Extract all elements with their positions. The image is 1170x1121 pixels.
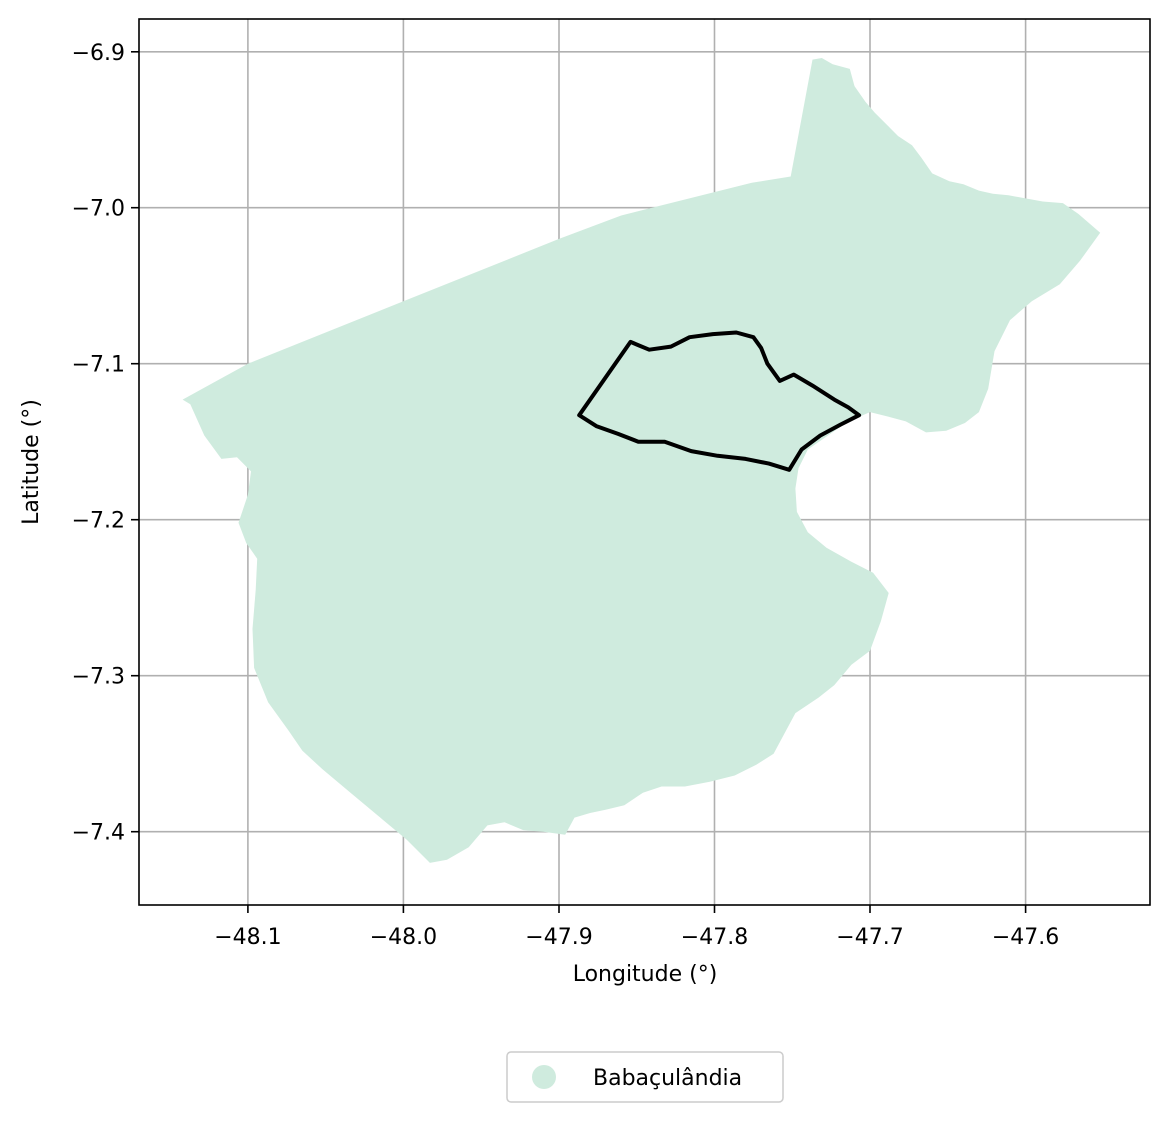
legend: Babaçulândia: [506, 1051, 784, 1103]
y-tick-label: −7.1: [72, 353, 125, 378]
y-axis-label: Latitude (°): [19, 399, 44, 525]
map-shapes: [182, 58, 1101, 863]
x-tick-label: −47.9: [525, 925, 592, 950]
x-tick-label: −47.6: [992, 925, 1059, 950]
legend-marker-babaculandia: [532, 1065, 556, 1089]
x-tick-label: −48.1: [214, 925, 281, 950]
x-tick-label: −48.0: [370, 925, 437, 950]
y-tick-label: −7.0: [72, 197, 125, 222]
y-tick-label: −7.4: [72, 821, 125, 846]
highlighted-boundary-outline: [577, 330, 862, 472]
y-tick-label: −6.9: [72, 41, 125, 66]
x-tick-label: −47.7: [836, 925, 903, 950]
plot-frame: [138, 18, 1151, 906]
legend-label-babaculandia: Babaçulândia: [593, 1066, 742, 1091]
municipality-area-babaculandia: [182, 58, 1101, 863]
axis-ticks: −48.1 −48.0 −47.9 −47.8 −47.7 −47.6 −6.9 −7.0 −7…: [72, 41, 1060, 950]
legend-frame: [506, 1051, 784, 1103]
y-tick-label: −7.3: [72, 665, 125, 690]
x-tick-label: −47.8: [681, 925, 748, 950]
y-tick-label: −7.2: [72, 509, 125, 534]
x-axis-label: Longitude (°): [573, 962, 718, 987]
